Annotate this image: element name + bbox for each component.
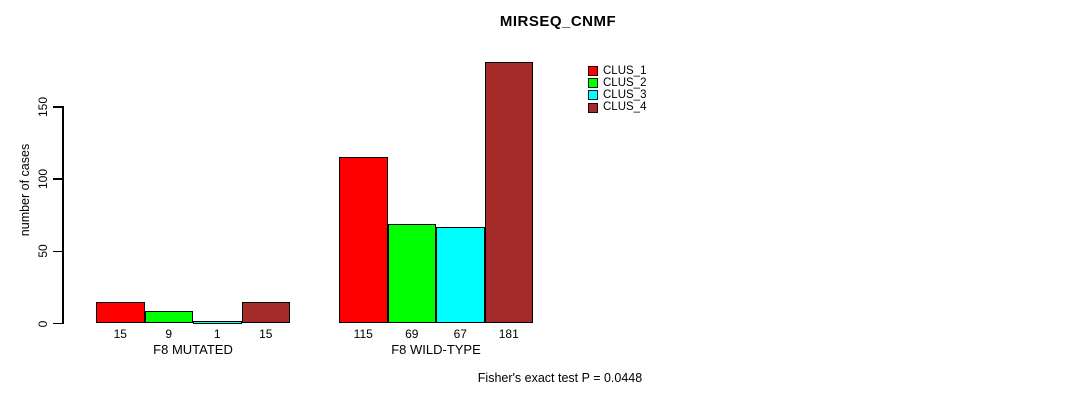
y-tick-label: 0	[36, 320, 50, 327]
bar	[193, 320, 242, 324]
y-axis-label: number of cases	[18, 143, 32, 237]
bar-value-label: 15	[259, 327, 273, 341]
bar	[241, 301, 290, 324]
chart-title: MIRSEQ_CNMF	[499, 13, 617, 30]
legend-swatch	[588, 102, 598, 113]
bar-value-label: 9	[165, 327, 173, 341]
bar-value-label: 115	[353, 327, 373, 341]
legend-label: CLUS_2	[603, 76, 647, 89]
bar-value-label: 69	[405, 327, 419, 341]
y-tick	[53, 178, 62, 180]
y-tick	[53, 322, 62, 325]
legend-label: CLUS_4	[603, 101, 647, 114]
bar	[96, 301, 145, 324]
group-label: F8 MUTATED	[153, 342, 233, 357]
y-tick	[53, 250, 62, 253]
bar	[144, 310, 193, 324]
y-tick-label: 100	[36, 169, 50, 190]
bar	[339, 157, 388, 324]
y-tick-label: 50	[36, 244, 50, 258]
legend-label: CLUS_1	[603, 64, 647, 77]
y-tick	[53, 106, 62, 108]
bar-value-label: 181	[498, 327, 519, 341]
y-tick-label: 150	[36, 96, 50, 117]
annotation-text: Fisher's exact test P = 0.0448	[477, 371, 643, 385]
legend-swatch	[588, 66, 598, 76]
legend-label: CLUS_3	[603, 88, 647, 101]
bar-value-label: 15	[113, 327, 127, 341]
group-label: F8 WILD-TYPE	[391, 342, 481, 357]
bar	[387, 223, 436, 324]
bar-value-label: 67	[453, 327, 467, 341]
bar	[436, 226, 485, 324]
bar-value-label: 1	[213, 327, 221, 341]
bar	[484, 62, 533, 324]
legend-swatch	[588, 78, 598, 89]
legend-swatch	[588, 90, 598, 101]
y-axis-line	[62, 105, 64, 325]
